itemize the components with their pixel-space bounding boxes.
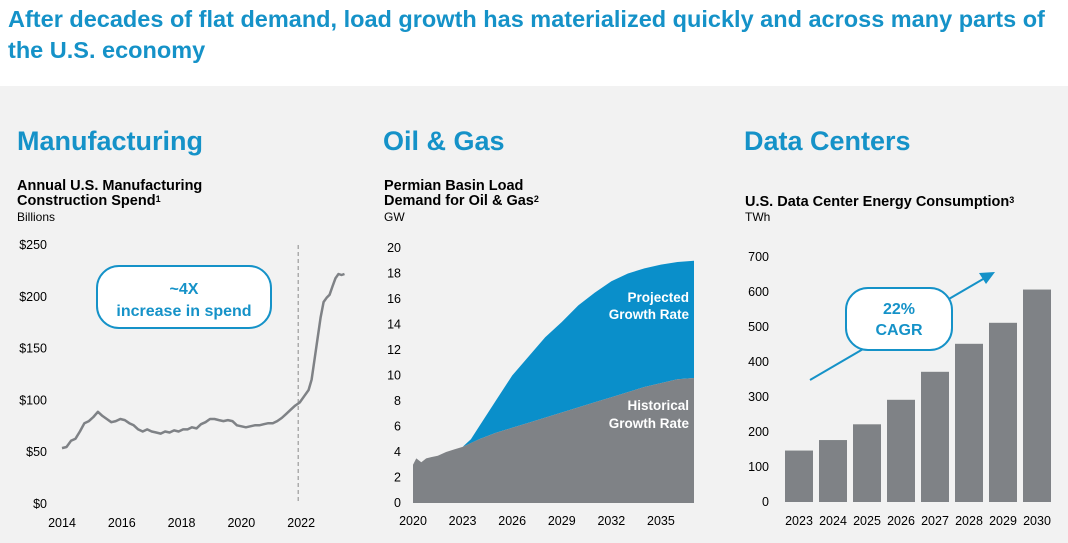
y-tick-label: 500 [748, 320, 769, 334]
y-tick-label: $250 [19, 238, 47, 252]
y-tick-label: 8 [394, 394, 401, 408]
chart-title-text: Annual U.S. Manufacturing Construction S… [17, 178, 203, 209]
bar [853, 424, 881, 502]
x-tick-label: 2035 [647, 514, 675, 528]
x-tick-label: 2014 [48, 516, 76, 530]
y-tick-label: 700 [748, 250, 769, 264]
callout-value: ~4X [170, 281, 199, 298]
y-tick-label: $0 [33, 497, 47, 511]
footnote-marker: 3 [1009, 195, 1015, 205]
y-tick-label: 200 [748, 425, 769, 439]
chart-title-manufacturing: Annual U.S. Manufacturing Construction S… [17, 179, 247, 209]
cagr-arrowhead-icon [979, 272, 995, 284]
callout-value: 22% [883, 301, 915, 318]
y-tick-label: 4 [394, 445, 401, 459]
x-tick-label: 2028 [955, 514, 983, 528]
unit-label-oil-gas: GW [384, 210, 405, 224]
y-tick-label: 400 [748, 355, 769, 369]
section-title-manufacturing: Manufacturing [17, 126, 203, 156]
x-tick-label: 2023 [785, 514, 813, 528]
chart-title-text: Permian Basin Load Demand for Oil & Gas [384, 178, 534, 209]
bar [955, 343, 983, 502]
chart-title-data-centers: U.S. Data Center Energy Consumption3 [745, 195, 1065, 210]
y-tick-label: 100 [748, 460, 769, 474]
y-tick-label: 0 [394, 496, 401, 510]
x-tick-label: 2023 [449, 514, 477, 528]
bar [887, 399, 915, 502]
chart-title-text: U.S. Data Center Energy Consumption [745, 194, 1010, 210]
x-tick-label: 2024 [819, 514, 847, 528]
footnote-marker: 2 [533, 194, 539, 204]
bar [989, 322, 1017, 502]
manufacturing-line-chart: $0 $50 $100 $150 $200 $250 2014 2016 2018 2020 202… [19, 238, 345, 530]
projected-growth-area [462, 260, 694, 447]
y-tick-label: $100 [19, 393, 47, 407]
x-tick-label: 2020 [227, 516, 255, 530]
y-tick-label: $200 [19, 290, 47, 304]
y-tick-label: 14 [387, 318, 401, 332]
x-tick-label: 2025 [853, 514, 881, 528]
historical-growth-area [413, 378, 694, 503]
y-tick-label: 18 [387, 267, 401, 281]
bar [785, 450, 813, 502]
x-tick-label: 2030 [1023, 514, 1051, 528]
x-tick-label: 2032 [597, 514, 625, 528]
y-tick-label: 0 [762, 495, 769, 509]
y-tick-label: 6 [394, 420, 401, 434]
callout-label: increase in spend [116, 303, 251, 320]
x-tick-label: 2029 [548, 514, 576, 528]
y-tick-label: 2 [394, 471, 401, 485]
x-tick-label: 2026 [887, 514, 915, 528]
projected-label-line1: Projected [627, 290, 689, 305]
x-tick-label: 2020 [399, 514, 427, 528]
callout-box [96, 265, 272, 329]
y-tick-label: 10 [387, 369, 401, 383]
y-tick-label: 20 [387, 241, 401, 255]
unit-label-manufacturing: Billions [17, 210, 56, 224]
bar [1023, 289, 1051, 502]
historical-label-line1: Historical [627, 398, 689, 413]
historical-label-line2: Growth Rate [609, 416, 690, 431]
callout-label: CAGR [875, 322, 923, 339]
x-tick-label: 2029 [989, 514, 1017, 528]
unit-label-data-centers: TWh [745, 210, 771, 224]
data-center-bar-chart: 0 100 200 300 400 500 600 700 2023 2024 2025 2026 20… [748, 250, 1051, 528]
y-tick-label: $50 [26, 445, 47, 459]
x-tick-label: 2022 [287, 516, 315, 530]
y-tick-label: 600 [748, 285, 769, 299]
y-tick-label: $150 [19, 342, 47, 356]
x-tick-label: 2026 [498, 514, 526, 528]
headline: After decades of flat demand, load growt… [8, 6, 1045, 63]
y-tick-label: 16 [387, 292, 401, 306]
bar [921, 371, 949, 502]
x-tick-label: 2016 [108, 516, 136, 530]
section-title-oil-gas: Oil & Gas [383, 126, 505, 156]
section-title-data-centers: Data Centers [744, 126, 911, 156]
x-tick-label: 2018 [168, 516, 196, 530]
y-tick-label: 12 [387, 343, 401, 357]
projected-label-line2: Growth Rate [609, 307, 690, 322]
chart-title-oil-gas: Permian Basin Load Demand for Oil & Gas2 [384, 179, 584, 209]
callout-box [845, 287, 953, 351]
series-line [61, 272, 345, 450]
footnote-marker: 1 [155, 194, 161, 204]
x-tick-label: 2027 [921, 514, 949, 528]
y-tick-label: 300 [748, 390, 769, 404]
bar [819, 440, 847, 502]
